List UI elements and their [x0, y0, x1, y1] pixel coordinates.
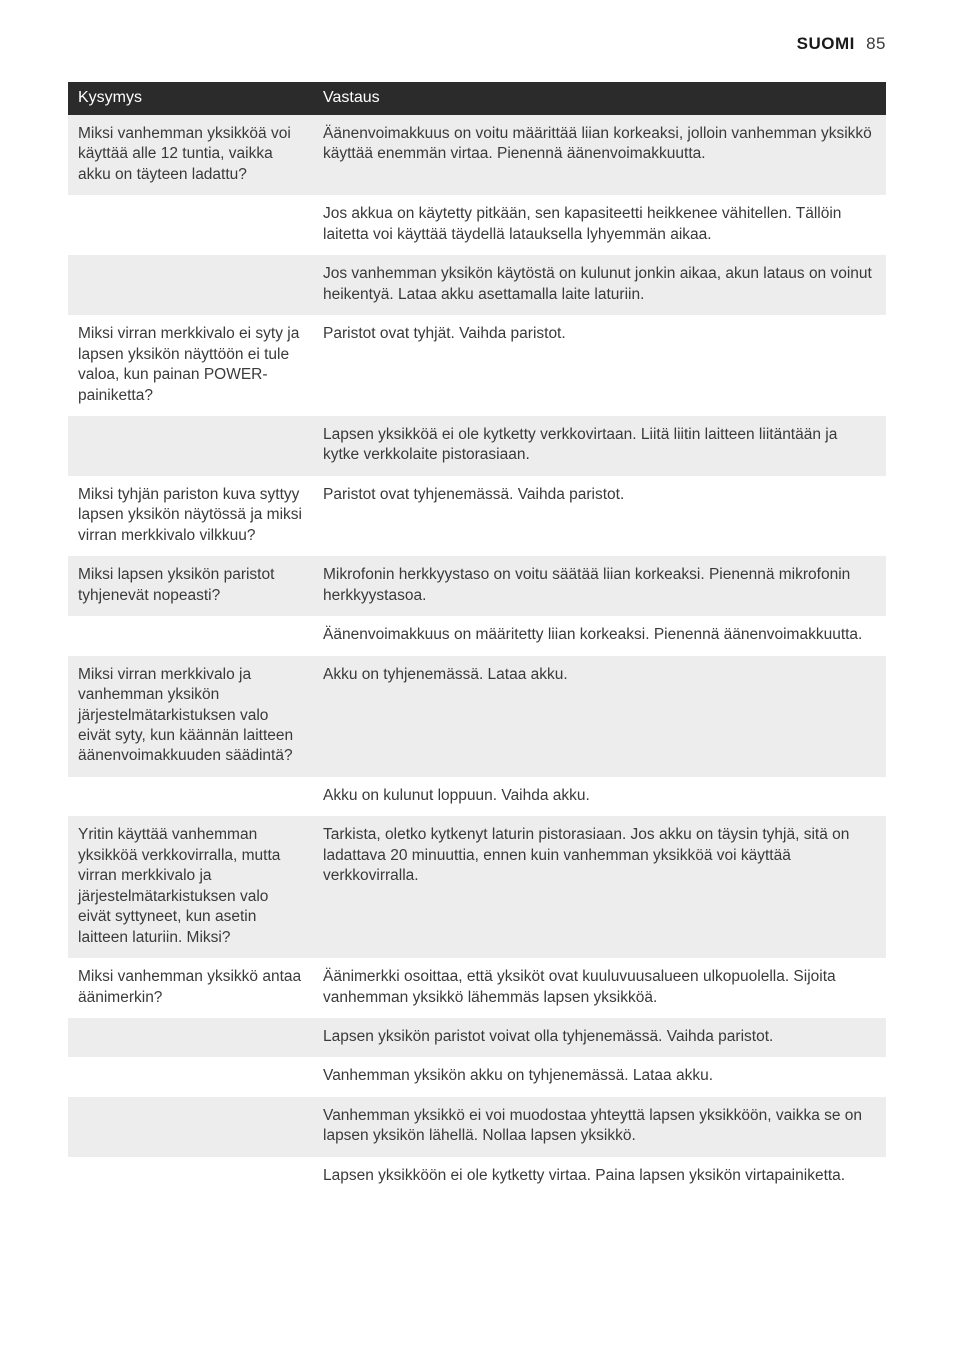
question-cell: [68, 195, 313, 255]
answer-cell: Äänenvoimakkuus on voitu määrittää liian…: [313, 115, 886, 195]
table-row: Miksi tyhjän pariston kuva syttyy lapsen…: [68, 476, 886, 556]
page-header: SUOMI 85: [68, 34, 886, 54]
table-row: Miksi virran merkkivalo ja vanhemman yks…: [68, 656, 886, 777]
qa-header-row: Kysymys Vastaus: [68, 82, 886, 115]
table-row: Lapsen yksikön paristot voivat olla tyhj…: [68, 1018, 886, 1057]
question-cell: Miksi vanhemman yksikköä voi käyttää all…: [68, 115, 313, 195]
header-page-number: 85: [866, 34, 886, 53]
answer-cell: Paristot ovat tyhjät. Vaihda paristot.: [313, 315, 886, 416]
answer-cell: Jos akkua on käytetty pitkään, sen kapas…: [313, 195, 886, 255]
answer-cell: Paristot ovat tyhjenemässä. Vaihda paris…: [313, 476, 886, 556]
answer-cell: Lapsen yksikköä ei ole kytketty verkkovi…: [313, 416, 886, 476]
table-row: Äänenvoimakkuus on määritetty liian kork…: [68, 616, 886, 655]
question-cell: [68, 777, 313, 816]
table-row: Jos vanhemman yksikön käytöstä on kulunu…: [68, 255, 886, 315]
question-cell: [68, 616, 313, 655]
col-header-answer: Vastaus: [313, 82, 886, 115]
manual-page: SUOMI 85 Kysymys Vastaus Miksi vanhemman…: [0, 0, 954, 1236]
question-cell: [68, 416, 313, 476]
answer-cell: Mikrofonin herkkyystaso on voitu säätää …: [313, 556, 886, 616]
question-cell: [68, 1018, 313, 1057]
table-row: Miksi vanhemman yksikkö antaa äänimerkin…: [68, 958, 886, 1018]
question-cell: [68, 1057, 313, 1096]
qa-table: Kysymys Vastaus Miksi vanhemman yksikköä…: [68, 82, 886, 1196]
question-cell: Miksi virran merkkivalo ja vanhemman yks…: [68, 656, 313, 777]
answer-cell: Tarkista, oletko kytkenyt laturin pistor…: [313, 816, 886, 958]
question-cell: [68, 255, 313, 315]
answer-cell: Vanhemman yksikkö ei voi muodostaa yhtey…: [313, 1097, 886, 1157]
table-row: Jos akkua on käytetty pitkään, sen kapas…: [68, 195, 886, 255]
question-cell: [68, 1157, 313, 1196]
table-row: Akku on kulunut loppuun. Vaihda akku.: [68, 777, 886, 816]
answer-cell: Jos vanhemman yksikön käytöstä on kulunu…: [313, 255, 886, 315]
question-cell: Miksi tyhjän pariston kuva syttyy lapsen…: [68, 476, 313, 556]
col-header-question: Kysymys: [68, 82, 313, 115]
answer-cell: Akku on tyhjenemässä. Lataa akku.: [313, 656, 886, 777]
table-row: Lapsen yksikköä ei ole kytketty verkkovi…: [68, 416, 886, 476]
answer-cell: Lapsen yksikköön ei ole kytketty virtaa.…: [313, 1157, 886, 1196]
question-cell: [68, 1097, 313, 1157]
question-cell: Yritin käyttää vanhemman yksikköä verkko…: [68, 816, 313, 958]
table-row: Vanhemman yksikön akku on tyhjenemässä. …: [68, 1057, 886, 1096]
table-row: Lapsen yksikköön ei ole kytketty virtaa.…: [68, 1157, 886, 1196]
answer-cell: Vanhemman yksikön akku on tyhjenemässä. …: [313, 1057, 886, 1096]
question-cell: Miksi vanhemman yksikkö antaa äänimerkin…: [68, 958, 313, 1018]
answer-cell: Äänenvoimakkuus on määritetty liian kork…: [313, 616, 886, 655]
answer-cell: Äänimerkki osoittaa, että yksiköt ovat k…: [313, 958, 886, 1018]
table-row: Vanhemman yksikkö ei voi muodostaa yhtey…: [68, 1097, 886, 1157]
question-cell: Miksi virran merkkivalo ei syty ja lapse…: [68, 315, 313, 416]
question-cell: Miksi lapsen yksikön paristot tyhjenevät…: [68, 556, 313, 616]
table-row: Miksi vanhemman yksikköä voi käyttää all…: [68, 115, 886, 195]
table-row: Miksi lapsen yksikön paristot tyhjenevät…: [68, 556, 886, 616]
answer-cell: Lapsen yksikön paristot voivat olla tyhj…: [313, 1018, 886, 1057]
table-row: Miksi virran merkkivalo ei syty ja lapse…: [68, 315, 886, 416]
table-row: Yritin käyttää vanhemman yksikköä verkko…: [68, 816, 886, 958]
header-language: SUOMI: [797, 34, 855, 53]
answer-cell: Akku on kulunut loppuun. Vaihda akku.: [313, 777, 886, 816]
